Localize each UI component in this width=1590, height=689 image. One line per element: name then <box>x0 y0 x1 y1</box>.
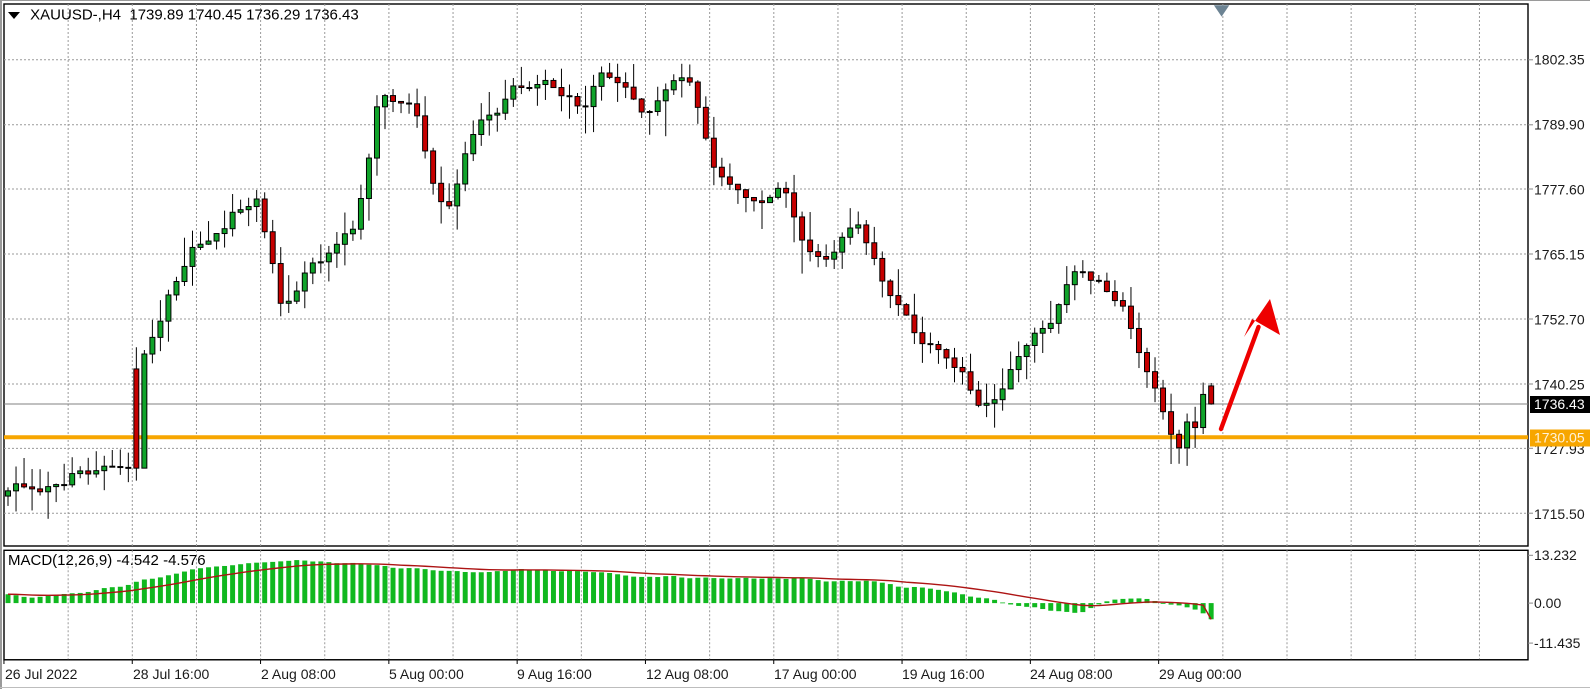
svg-text:9 Aug 16:00: 9 Aug 16:00 <box>517 666 592 682</box>
svg-text:1730.05: 1730.05 <box>1534 430 1585 446</box>
svg-text:1802.35: 1802.35 <box>1534 52 1585 68</box>
svg-text:12 Aug 08:00: 12 Aug 08:00 <box>646 666 729 682</box>
svg-text:28 Jul 16:00: 28 Jul 16:00 <box>133 666 209 682</box>
svg-text:13.232: 13.232 <box>1534 547 1577 563</box>
svg-text:2 Aug 08:00: 2 Aug 08:00 <box>261 666 336 682</box>
svg-text:1752.70: 1752.70 <box>1534 312 1585 328</box>
svg-text:26 Jul 2022: 26 Jul 2022 <box>5 666 78 682</box>
svg-text:1789.90: 1789.90 <box>1534 117 1585 133</box>
svg-text:1715.50: 1715.50 <box>1534 506 1585 522</box>
svg-text:5 Aug 00:00: 5 Aug 00:00 <box>389 666 464 682</box>
svg-text:1765.15: 1765.15 <box>1534 247 1585 263</box>
svg-text:29 Aug 00:00: 29 Aug 00:00 <box>1159 666 1242 682</box>
svg-text:0.00: 0.00 <box>1534 595 1561 611</box>
svg-text:1740.25: 1740.25 <box>1534 377 1585 393</box>
svg-text:19 Aug 16:00: 19 Aug 16:00 <box>902 666 985 682</box>
svg-text:1736.43: 1736.43 <box>1534 396 1585 412</box>
svg-text:-11.435: -11.435 <box>1534 635 1581 651</box>
svg-text:1777.60: 1777.60 <box>1534 182 1585 198</box>
svg-text:17 Aug 00:00: 17 Aug 00:00 <box>774 666 857 682</box>
svg-text:24 Aug 08:00: 24 Aug 08:00 <box>1030 666 1113 682</box>
